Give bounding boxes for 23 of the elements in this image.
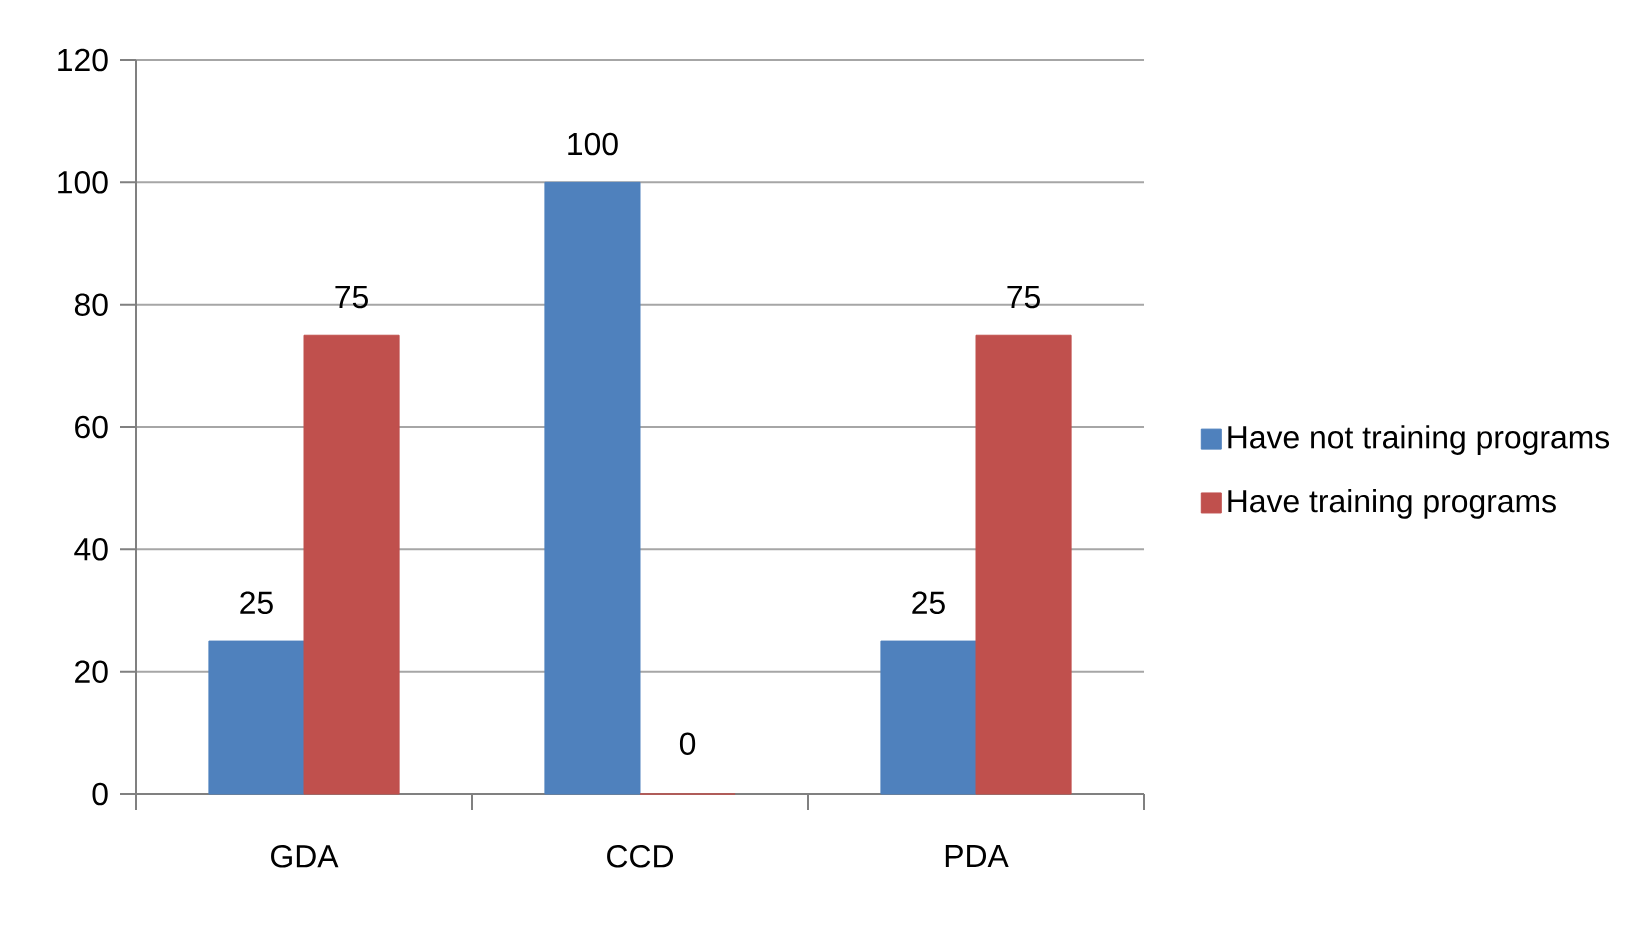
bar: [208, 640, 305, 795]
bar: [975, 334, 1072, 795]
bar: [303, 334, 400, 795]
y-tick-label: 120: [58, 48, 108, 72]
data-label: 100: [568, 132, 618, 156]
x-tick-label: GDA: [271, 845, 339, 868]
data-label: 25: [240, 591, 273, 615]
y-tick-label: 40: [74, 538, 108, 561]
y-tick-label: 60: [75, 415, 108, 439]
bar: [880, 640, 977, 795]
legend-label: Have not training programs: [1228, 425, 1610, 455]
x-tick-label: PDA: [945, 845, 1009, 867]
legend-label: Have training programs: [1228, 489, 1556, 519]
data-label: 75: [1007, 285, 1040, 309]
y-tick-label: 20: [75, 660, 108, 683]
data-label: 25: [912, 591, 945, 615]
data-label: 75: [335, 285, 368, 309]
y-tick-label: 0: [92, 782, 108, 806]
bar: [544, 181, 641, 795]
y-tick-label: 100: [58, 171, 108, 194]
y-tick-label: 80: [74, 293, 108, 316]
data-label: 0: [679, 732, 696, 755]
x-tick-label: CCD: [607, 845, 674, 868]
